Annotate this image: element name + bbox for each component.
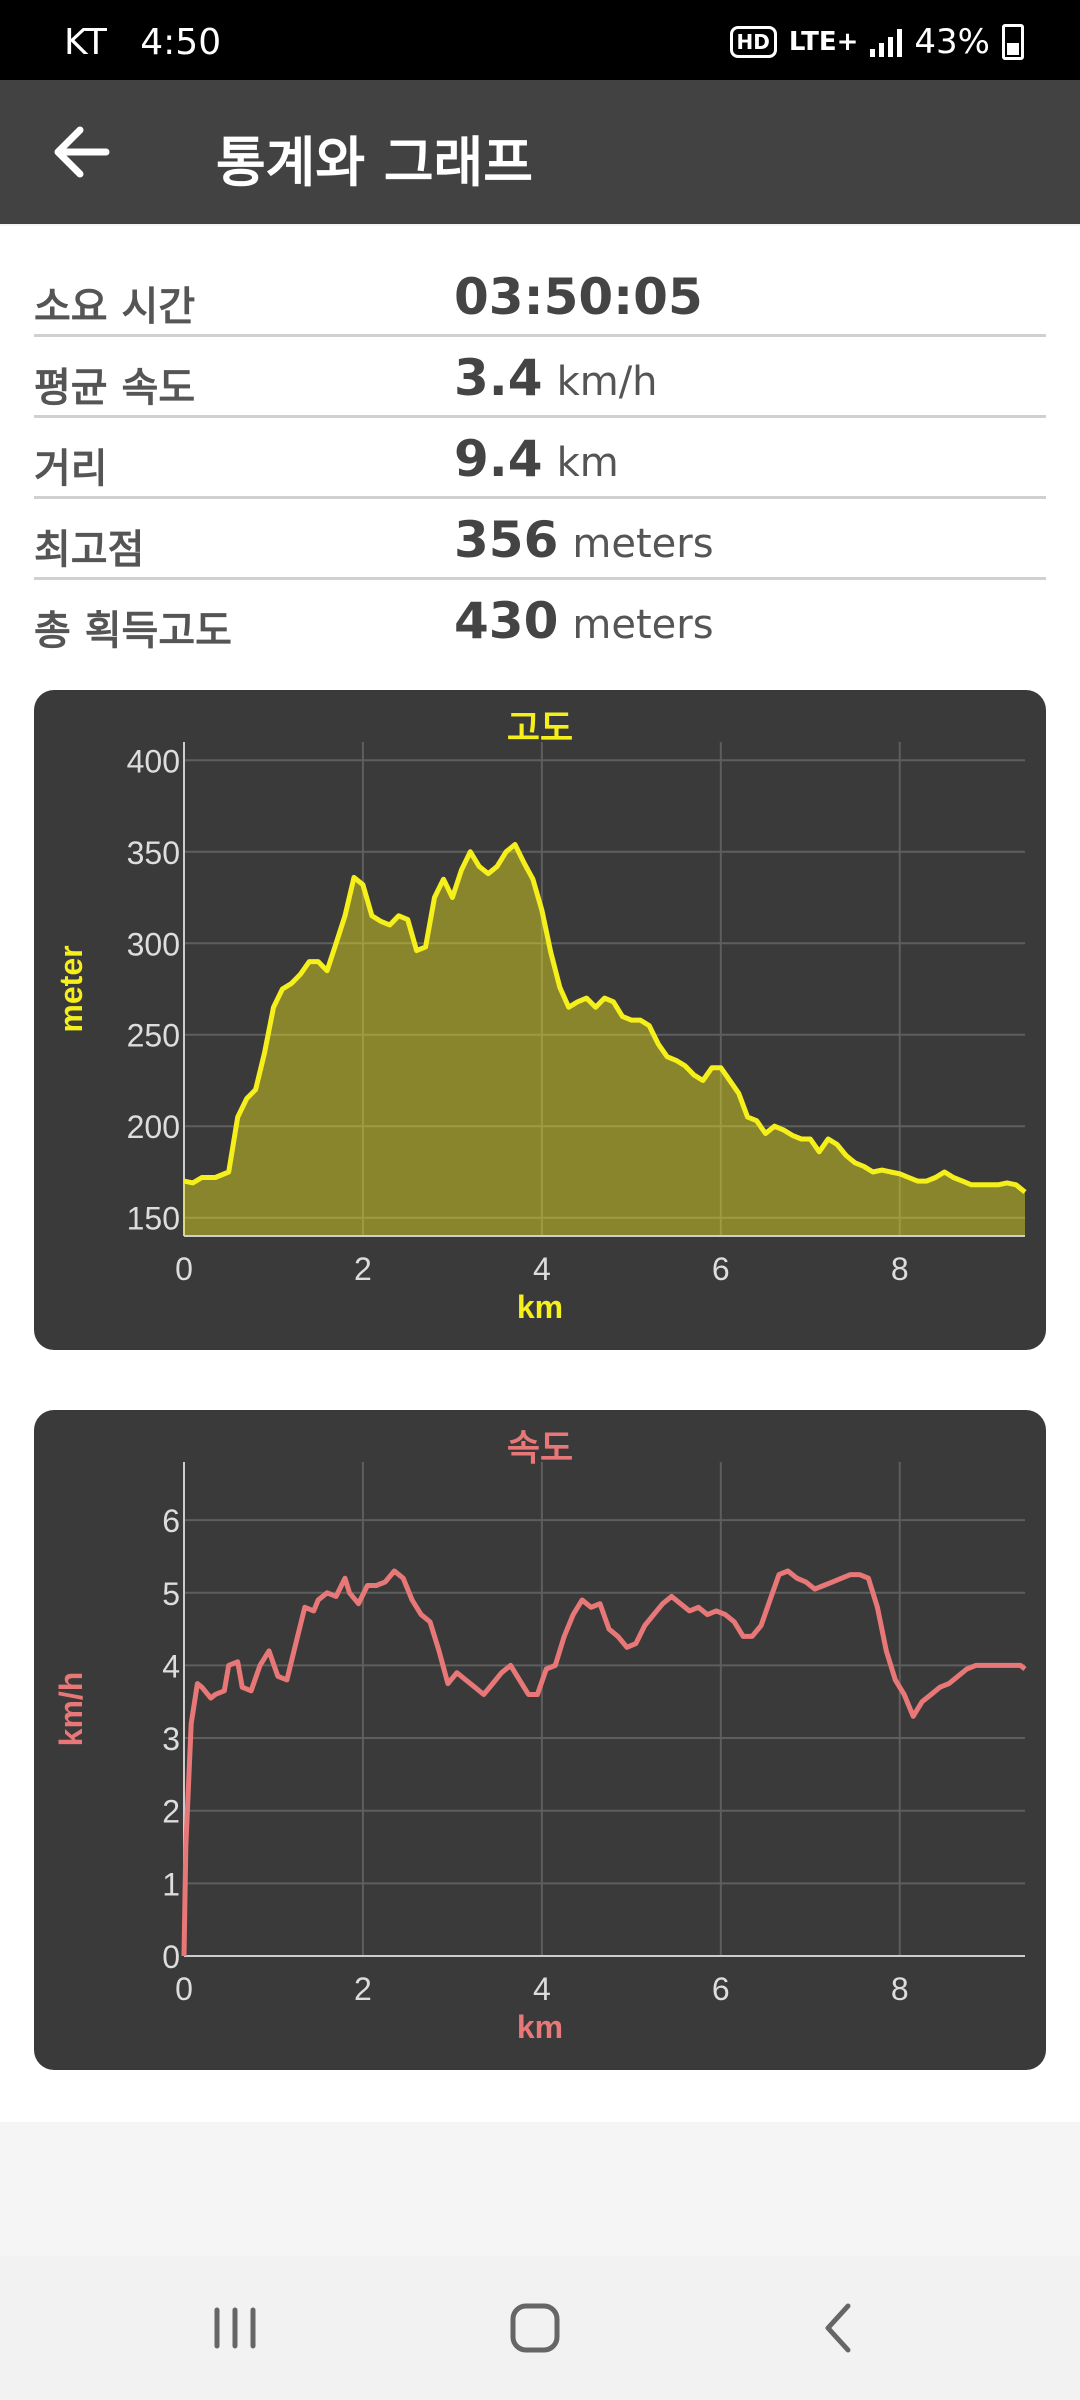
y-tick-label: 0 [162,1939,180,1975]
stat-unit: km/h [556,359,658,405]
stat-value: 03:50:05 [454,268,703,326]
carrier-label: KT [64,22,107,63]
battery-icon [1002,24,1024,60]
status-left: KT 4:50 [64,22,221,63]
page-title: 통계와 그래프 [216,131,533,194]
x-tick-label: 8 [891,1251,909,1287]
chart-svg: 0 2 4 6 8 0 1 2 3 4 5 6 속도 km km/h [53,1428,1027,2045]
back-nav-icon[interactable] [798,2296,878,2360]
y-axis-label: km/h [53,1672,89,1747]
stat-value: 356 [454,511,559,569]
y-tick-label: 3 [162,1721,180,1757]
stat-value-group: 9.4 km [454,430,619,488]
altitude-line [183,842,1027,1195]
system-nav-bar [0,2256,1080,2400]
stat-unit: km [556,440,619,486]
clock: 4:50 [140,22,222,63]
y-tick-label: 400 [127,743,180,779]
altitude-area [184,844,1025,1236]
stat-row-distance: 거리 9.4 km [34,416,1046,499]
stats-content: 소요 시간 03:50:05 평균 속도 3.4 km/h 거리 9.4 km 최고… [0,226,1080,2122]
stat-label: 소요 시간 [34,284,196,330]
back-arrow-icon[interactable] [52,124,112,180]
y-tick-label: 200 [127,1109,180,1145]
home-icon[interactable] [495,2296,575,2360]
x-tick-label: 6 [712,1971,730,2007]
y-tick-label: 4 [162,1648,180,1684]
stat-row-total-ascent: 총 획득고도 430 meters [34,578,1046,658]
y-tick-label: 1 [162,1866,180,1902]
speed-chart: 0 2 4 6 8 0 1 2 3 4 5 6 속도 km km/h [34,1410,1046,2070]
y-tick-label: 250 [127,1018,180,1054]
stat-label: 최고점 [34,527,145,573]
x-tick-label: 0 [175,1251,193,1287]
y-tick-label: 2 [162,1794,180,1830]
y-tick-label: 300 [127,926,180,962]
stat-row-duration: 소요 시간 03:50:05 [34,254,1046,337]
stat-value-group: 3.4 km/h [454,349,658,407]
x-axis-label: km [517,2009,563,2045]
y-tick-label: 350 [127,835,180,871]
status-right: HD LTE+ 43% [729,22,1024,62]
chart-title: 속도 [507,1428,573,1469]
stat-value: 9.4 [454,430,543,488]
y-axis-label: meter [53,945,89,1032]
stat-label: 총 획득고도 [34,608,232,654]
altitude-chart: 0 2 4 6 8 150 200 250 300 350 400 고도 km meter [34,690,1046,1350]
stat-label: 거리 [34,446,108,492]
chart-title: 고도 [507,708,573,749]
stat-value: 3.4 [454,349,543,407]
chart-svg: 0 2 4 6 8 150 200 250 300 350 400 고도 km meter [53,708,1027,1325]
y-tick-label: 5 [162,1576,180,1612]
stat-value-group: 430 meters [454,592,714,650]
speed-line [181,1568,1027,1957]
stat-row-avg-speed: 평균 속도 3.4 km/h [34,335,1046,418]
signal-strength-icon [870,27,903,57]
y-tick-label: 6 [162,1503,180,1539]
stat-value-group: 03:50:05 [454,268,717,326]
battery-percent: 43% [914,22,990,62]
x-tick-label: 6 [712,1251,730,1287]
stat-row-max-altitude: 최고점 356 meters [34,497,1046,580]
x-tick-label: 2 [354,1971,372,2007]
stat-label: 평균 속도 [34,365,196,411]
x-tick-label: 4 [533,1971,551,2007]
x-tick-label: 2 [354,1251,372,1287]
stat-value-group: 356 meters [454,511,714,569]
x-axis-label: km [517,1289,563,1325]
network-type-label: LTE+ [788,27,859,57]
x-tick-label: 0 [175,1971,193,2007]
hd-voice-icon: HD [729,26,777,58]
stat-unit: meters [572,602,714,648]
recents-icon[interactable] [195,2296,275,2360]
y-tick-label: 150 [127,1201,180,1237]
app-bar: 통계와 그래프 [0,80,1080,224]
x-tick-label: 4 [533,1251,551,1287]
status-bar: KT 4:50 HD LTE+ 43% [0,0,1080,80]
stat-value: 430 [454,592,559,650]
stat-unit: meters [572,521,714,567]
x-tick-label: 8 [891,1971,909,2007]
